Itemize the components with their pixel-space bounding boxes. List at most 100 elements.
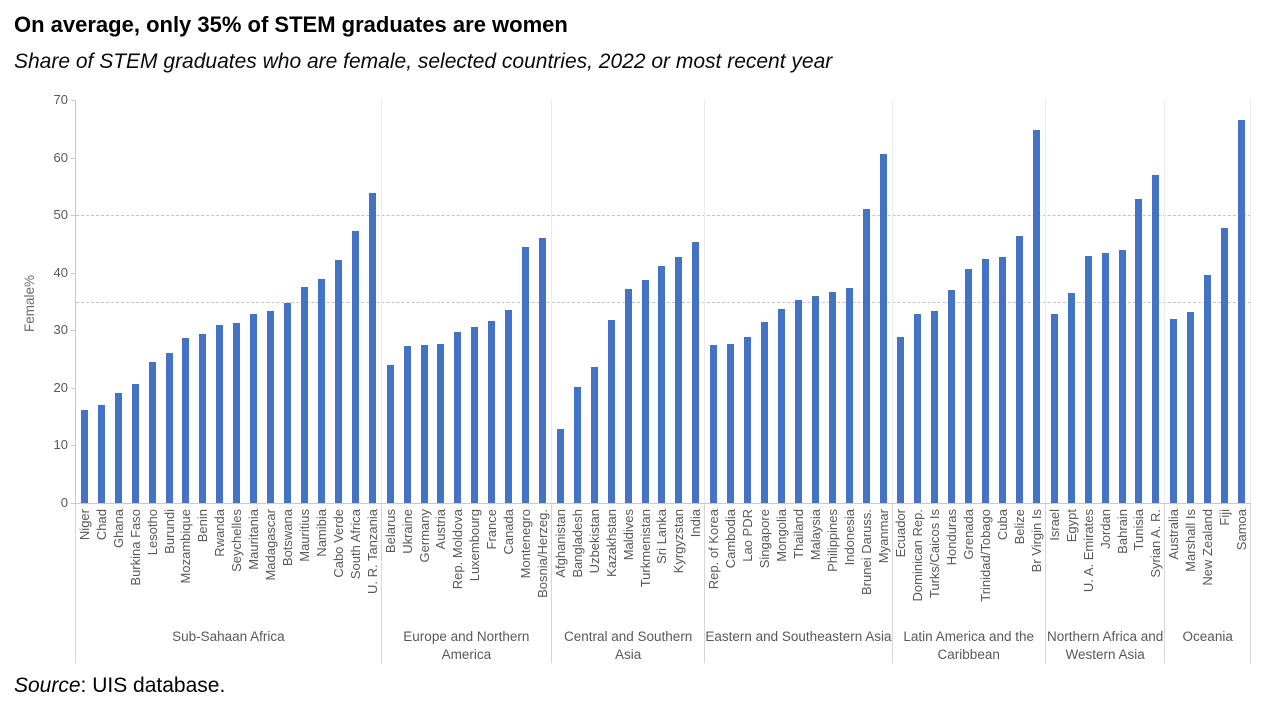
country-label: Canada bbox=[501, 509, 517, 555]
bar bbox=[1135, 199, 1143, 503]
country-label-slot: Sri Lanka bbox=[654, 509, 671, 621]
bar bbox=[1238, 120, 1246, 503]
country-label: Australia bbox=[1166, 509, 1182, 560]
country-label: Germany bbox=[416, 509, 432, 563]
bar bbox=[777, 309, 785, 503]
country-label: Belize bbox=[1011, 509, 1027, 545]
country-label-slot: Thailand bbox=[790, 509, 807, 621]
y-tick-mark bbox=[71, 330, 76, 332]
country-label-slot: Cabo Verde bbox=[330, 509, 347, 621]
country-label-slot: New Zealand bbox=[1199, 509, 1216, 621]
bar bbox=[862, 209, 870, 503]
country-label: Rep. of Korea bbox=[706, 509, 722, 590]
bar-group bbox=[552, 100, 706, 503]
country-label: Namibia bbox=[313, 509, 329, 557]
country-label-slot: Niger bbox=[76, 509, 93, 621]
bar bbox=[1050, 313, 1058, 503]
bar bbox=[1101, 252, 1109, 503]
bar bbox=[1015, 236, 1023, 503]
country-label-slot: South Africa bbox=[347, 509, 364, 621]
country-label-slot: Canada bbox=[500, 509, 517, 621]
country-label: Grenada bbox=[961, 509, 977, 560]
country-label: Botswana bbox=[280, 509, 296, 567]
country-label-slot: Philippines bbox=[824, 509, 841, 621]
country-label: Indonesia bbox=[841, 509, 857, 566]
bar bbox=[522, 247, 530, 503]
country-label-slot: Israel bbox=[1046, 509, 1063, 621]
bar bbox=[1187, 312, 1195, 503]
country-label-slot: Syrian A. R. bbox=[1147, 509, 1164, 621]
y-tick-label: 30 bbox=[53, 322, 68, 338]
bar bbox=[386, 365, 394, 503]
country-label-slot: Chad bbox=[93, 509, 110, 621]
bar bbox=[556, 429, 564, 503]
country-label-slot: Bangladesh bbox=[569, 509, 586, 621]
region-label: Latin America and the Caribbean bbox=[893, 621, 1046, 663]
bar bbox=[368, 193, 376, 503]
country-label-slot: Lesotho bbox=[144, 509, 161, 621]
bar bbox=[1067, 292, 1075, 503]
country-label-slot: France bbox=[483, 509, 500, 621]
country-label: Bangladesh bbox=[569, 509, 585, 578]
chart-title: On average, only 35% of STEM graduates a… bbox=[14, 12, 568, 37]
country-label-slot: Mauritius bbox=[296, 509, 313, 621]
country-label: U. R. Tanzania bbox=[364, 509, 380, 595]
country-label: Mozambique bbox=[178, 509, 194, 584]
country-label-slot: Kazakhstan bbox=[603, 509, 620, 621]
bar bbox=[931, 311, 939, 503]
bar bbox=[538, 237, 546, 503]
x-axis-region-labels: Sub-Sahaan Africa Europe and Northern Ame… bbox=[75, 621, 1252, 663]
bar bbox=[317, 278, 325, 503]
country-label: Belarus bbox=[382, 509, 398, 554]
source-word: Source bbox=[14, 674, 81, 697]
y-tick-label: 60 bbox=[53, 149, 68, 165]
country-label-slot: Maldives bbox=[620, 509, 637, 621]
country-label: Ghana bbox=[110, 509, 126, 549]
country-label: Br Virgin Is bbox=[1028, 509, 1044, 573]
country-label: Lao PDR bbox=[740, 509, 756, 562]
country-label-slot: Belize bbox=[1011, 509, 1028, 621]
country-label: Niger bbox=[76, 509, 92, 541]
bar bbox=[761, 322, 769, 503]
bar bbox=[999, 257, 1007, 503]
country-label-slot: Malaysia bbox=[807, 509, 824, 621]
country-label: South Africa bbox=[347, 509, 363, 580]
bar bbox=[607, 319, 615, 503]
bar bbox=[828, 292, 836, 503]
y-tick-label: 50 bbox=[53, 207, 68, 223]
bar bbox=[1170, 319, 1178, 503]
region-label: Europe and Northern America bbox=[382, 621, 552, 663]
country-label: Samoa bbox=[1234, 509, 1250, 551]
country-label-slot: Namibia bbox=[313, 509, 330, 621]
bar-groups bbox=[76, 100, 1252, 503]
country-label-slot: Jordan bbox=[1097, 509, 1114, 621]
country-label-slot: Benin bbox=[194, 509, 211, 621]
country-label-slot: Australia bbox=[1165, 509, 1182, 621]
country-label: Rep. Moldova bbox=[450, 509, 466, 590]
bar bbox=[710, 344, 718, 503]
country-label-slot: Belarus bbox=[382, 509, 399, 621]
bar bbox=[80, 409, 88, 503]
bar bbox=[131, 384, 139, 503]
bar bbox=[658, 266, 666, 503]
bar bbox=[114, 392, 122, 503]
bar bbox=[233, 322, 241, 503]
country-label-slot: Madagascar bbox=[262, 509, 279, 621]
country-label-slot: Turkmenistan bbox=[637, 509, 654, 621]
country-label-slot: Mongolia bbox=[773, 509, 790, 621]
country-label: Honduras bbox=[944, 509, 960, 566]
y-tick-label: 20 bbox=[53, 379, 68, 395]
y-tick-mark bbox=[71, 503, 76, 504]
country-label: Fiji bbox=[1217, 509, 1233, 526]
country-label: Marshall Is bbox=[1183, 509, 1199, 572]
country-label-slot: Austria bbox=[432, 509, 449, 621]
country-label: Cuba bbox=[995, 509, 1011, 541]
y-tick-mark bbox=[71, 157, 76, 159]
plot-area: 0 10 20 30 40 50 60 70 bbox=[54, 92, 1252, 510]
country-label-slot: Luxembourg bbox=[466, 509, 483, 621]
country-label-cell: Israel Egypt U. A. Emirates Jordan Bahrain Tu… bbox=[1046, 504, 1166, 621]
bar bbox=[982, 258, 990, 503]
y-tick-mark bbox=[71, 272, 76, 274]
country-label: Cambodia bbox=[723, 509, 739, 569]
country-label: Burkina Faso bbox=[127, 509, 143, 586]
